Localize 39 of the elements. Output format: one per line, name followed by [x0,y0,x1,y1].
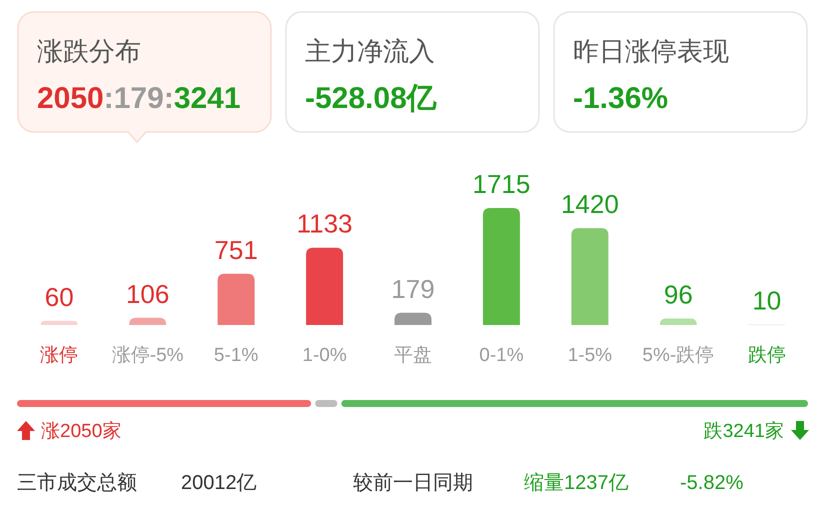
text: 缩量1237亿 [524,472,628,494]
text: 涨2050家 [41,420,122,442]
data-label: 751 [214,234,258,265]
bar [40,320,78,325]
data-label: 1420 [560,189,619,220]
bar [218,274,255,325]
x-tick-label: 平盘 [394,345,432,366]
data-label: 60 [44,282,74,312]
text: 跌3241家 [704,420,784,442]
data-label: 1133 [296,208,353,239]
text: 主力净流入 [305,36,435,66]
text: 三市成交总额 [17,472,137,494]
x-tick-label: 5-1% [214,345,258,366]
data-label: 1715 [472,169,530,199]
x-tick-label: 0-1% [479,345,524,366]
data-label: 106 [126,278,170,309]
text: -1.36% [573,82,668,115]
text: 涨跌分布 [37,36,141,66]
bar [394,312,432,325]
bar [571,228,608,325]
text: 2050:179:3241 [37,82,241,115]
data-label: 179 [391,274,435,304]
text: 较前一日同期 [353,472,473,494]
x-tick-label: 5%-跌停 [642,345,714,366]
text: 昨日涨停表现 [573,36,729,66]
x-tick-label: 涨停 [40,345,78,366]
bar [482,208,520,325]
bar [306,248,344,325]
data-label: 96 [664,279,693,310]
x-tick-label: 涨停-5% [112,345,184,366]
data-label: 10 [752,285,782,316]
x-tick-label: 1-5% [568,345,612,366]
text: 20012亿 [181,472,257,494]
bar [660,318,697,325]
text: -5.82% [680,472,744,494]
x-tick-label: 1-0% [302,345,347,366]
bar [129,318,166,325]
x-tick-label: 跌停 [748,345,786,366]
text: -528.08亿 [305,82,438,115]
